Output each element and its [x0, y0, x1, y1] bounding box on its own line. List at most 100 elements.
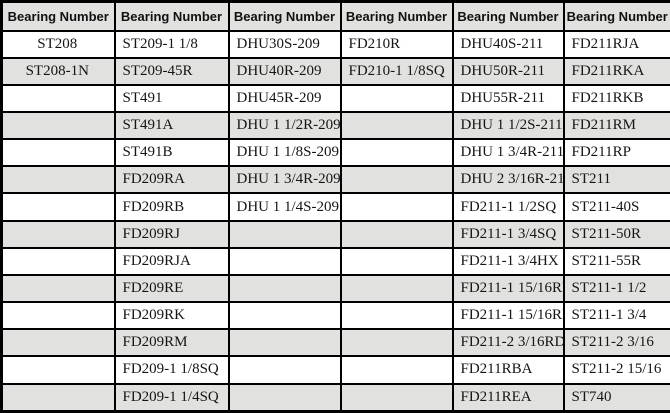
bearing-cell: DHU 1 1/4S-209 [227, 192, 342, 222]
bearing-cell [339, 246, 454, 276]
bearing-cell: DHU30S-209 [227, 29, 342, 59]
bearing-cell: ST491 [113, 83, 230, 113]
bearing-cell: FD209RE [113, 273, 230, 304]
bearing-cell [227, 355, 342, 385]
column-header: Bearing Number [339, 0, 454, 32]
bearing-cell [339, 382, 454, 413]
bearing-cell: FD211-1 3/4SQ [451, 219, 565, 249]
bearing-cell [339, 273, 454, 304]
table-row: ST208-1N ST209-45R DHU40R-209 FD210-1 1/8SQ… [0, 56, 670, 86]
bearing-cell: FD209RK [113, 301, 230, 331]
bearing-cell: FD211-1 1/2SQ [451, 192, 565, 222]
table-row: FD209-1 1/8SQ FD211RBA ST211-2 15/16 [0, 355, 670, 385]
bearing-cell [339, 83, 454, 113]
bearing-cell: ST211-50R [562, 219, 670, 249]
table-row: ST491B DHU 1 1/8S-209 DHU 1 3/4R-211 FD211R… [0, 138, 670, 168]
table-row: ST491A DHU 1 1/2R-209 DHU 1 1/2S-211 FD211R… [0, 110, 670, 141]
bearing-cell [339, 165, 454, 195]
bearing-cell [0, 110, 116, 141]
bearing-cell [339, 355, 454, 385]
bearing-cell: ST211-40S [562, 192, 670, 222]
bearing-cell: FD209RB [113, 192, 230, 222]
bearing-cell [0, 192, 116, 222]
table-row: ST491 DHU45R-209 DHU55R-211 FD211RKB [0, 83, 670, 113]
bearing-cell: FD211-2 3/16RD [451, 328, 565, 358]
bearing-cell: ST209-1 1/8 [113, 29, 230, 59]
bearing-cell: ST211-1 1/2 [562, 273, 670, 304]
bearing-cell [0, 83, 116, 113]
bearing-cell [227, 219, 342, 249]
table-row: FD209RM FD211-2 3/16RD ST211-2 3/16 [0, 328, 670, 358]
bearing-cell [227, 273, 342, 304]
bearing-cell [339, 138, 454, 168]
table-row: FD209RE FD211-1 15/16RD ST211-1 1/2 [0, 273, 670, 304]
bearing-cell: FD211-1 3/4HX [451, 246, 565, 276]
bearing-cell: ST211-2 3/16 [562, 328, 670, 358]
bearing-cell: FD211-1 15/16RD [451, 273, 565, 304]
bearing-cell: FD211RKB [562, 83, 670, 113]
bearing-cell: ST211-1 3/4 [562, 301, 670, 331]
bearing-cell: FD209RM [113, 328, 230, 358]
bearing-cell [227, 301, 342, 331]
bearing-cell: DHU40R-209 [227, 56, 342, 86]
bearing-cell: ST208 [0, 29, 116, 59]
table-row: FD209RB DHU 1 1/4S-209 FD211-1 1/2SQ ST211-… [0, 192, 670, 222]
table-row: FD209RJA FD211-1 3/4HX ST211-55R [0, 246, 670, 276]
table-row: FD209RJ FD211-1 3/4SQ ST211-50R [0, 219, 670, 249]
bearing-cell [339, 192, 454, 222]
bearing-cell: ST211 [562, 165, 670, 195]
bearing-cell: ST491B [113, 138, 230, 168]
bearing-cell: FD211REA [451, 382, 565, 413]
bearing-cell [0, 382, 116, 413]
column-header: Bearing Number [113, 0, 230, 32]
table-body: ST208 ST209-1 1/8 DHU30S-209 FD210R DHU40S-2… [0, 29, 670, 413]
bearing-cell [0, 355, 116, 385]
bearing-cell: ST491A [113, 110, 230, 141]
header-row: Bearing Number Bearing Number Bearing Nu… [0, 0, 670, 32]
bearing-cell: ST209-45R [113, 56, 230, 86]
bearing-cell: DHU 1 1/8S-209 [227, 138, 342, 168]
bearing-cell: DHU50R-211 [451, 56, 565, 86]
bearing-cell [339, 219, 454, 249]
bearing-cell: FD211RM [562, 110, 670, 141]
bearing-cell: ST208-1N [0, 56, 116, 86]
bearing-cell: FD211RBA [451, 355, 565, 385]
bearing-cell: DHU55R-211 [451, 83, 565, 113]
table-row: FD209RA DHU 1 3/4R-209 DHU 2 3/16R-211 ST21… [0, 165, 670, 195]
bearing-cell [0, 246, 116, 276]
bearing-cell: FD210-1 1/8SQ [339, 56, 454, 86]
bearing-cell: ST211-2 15/16 [562, 355, 670, 385]
table-row: FD209-1 1/4SQ FD211REA ST740 [0, 382, 670, 413]
table-row: FD209RK FD211-1 15/16RDCST211-1 3/4 [0, 301, 670, 331]
bearing-cell: FD209-1 1/8SQ [113, 355, 230, 385]
bearing-cell [227, 382, 342, 413]
bearing-cell: FD209-1 1/4SQ [113, 382, 230, 413]
bearing-cell [0, 165, 116, 195]
column-header: Bearing Number [0, 0, 116, 32]
bearing-cell [339, 301, 454, 331]
bearing-cell: FD209RJA [113, 246, 230, 276]
bearing-cell: ST211-55R [562, 246, 670, 276]
bearing-cell [0, 219, 116, 249]
bearing-cell [0, 301, 116, 331]
bearing-cell: FD211-1 15/16RDC [451, 301, 565, 331]
bearing-cell: FD210R [339, 29, 454, 59]
bearing-cell: DHU 1 3/4R-209 [227, 165, 342, 195]
bearing-cell [0, 328, 116, 358]
bearing-cell: DHU 2 3/16R-211 [451, 165, 565, 195]
bearing-cell: DHU45R-209 [227, 83, 342, 113]
table-row: ST208 ST209-1 1/8 DHU30S-209 FD210R DHU40S-2… [0, 29, 670, 59]
bearing-cell: DHU40S-211 [451, 29, 565, 59]
bearing-cell: FD209RA [113, 165, 230, 195]
bearing-cell: DHU 1 1/2S-211 [451, 110, 565, 141]
bearing-cell [339, 110, 454, 141]
bearing-cell: FD211RKA [562, 56, 670, 86]
bearing-cell [339, 328, 454, 358]
bearing-cell [227, 328, 342, 358]
column-header: Bearing Number [562, 0, 670, 32]
bearing-cell [0, 273, 116, 304]
bearing-cell: FD209RJ [113, 219, 230, 249]
bearing-cell: DHU 1 3/4R-211 [451, 138, 565, 168]
bearing-cell [227, 246, 342, 276]
bearing-cell: DHU 1 1/2R-209 [227, 110, 342, 141]
